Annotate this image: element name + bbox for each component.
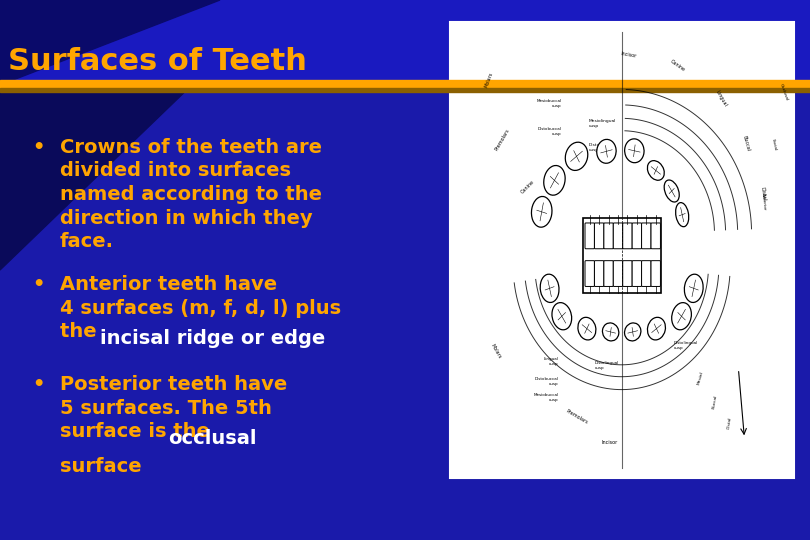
FancyBboxPatch shape xyxy=(585,261,595,286)
Ellipse shape xyxy=(647,160,664,180)
Text: Canine: Canine xyxy=(670,58,686,72)
Ellipse shape xyxy=(603,323,619,341)
FancyBboxPatch shape xyxy=(613,261,623,286)
FancyBboxPatch shape xyxy=(632,223,642,249)
Text: Anterior: Anterior xyxy=(761,193,766,211)
Text: •: • xyxy=(32,275,45,294)
Bar xyxy=(450,22,794,478)
Text: incisal ridge or edge: incisal ridge or edge xyxy=(100,329,326,348)
FancyBboxPatch shape xyxy=(642,261,651,286)
FancyBboxPatch shape xyxy=(604,261,613,286)
Text: Molars: Molars xyxy=(484,71,494,88)
Text: Lingual: Lingual xyxy=(714,90,727,108)
Text: •: • xyxy=(32,375,45,394)
Text: Occlusal: Occlusal xyxy=(778,84,788,102)
Text: •: • xyxy=(32,138,45,157)
Ellipse shape xyxy=(531,197,552,227)
Text: Posterior teeth have
5 surfaces. The 5th
surface is the: Posterior teeth have 5 surfaces. The 5th… xyxy=(60,375,288,441)
Text: Lingual
cusp: Lingual cusp xyxy=(544,357,559,366)
Ellipse shape xyxy=(565,142,588,171)
Text: Surfaces of Teeth: Surfaces of Teeth xyxy=(8,48,307,77)
Polygon shape xyxy=(0,0,220,85)
Text: occlusal: occlusal xyxy=(168,429,257,448)
Text: Molars: Molars xyxy=(490,343,502,360)
Ellipse shape xyxy=(664,180,680,202)
Ellipse shape xyxy=(544,165,565,195)
Ellipse shape xyxy=(671,302,692,330)
Bar xyxy=(0,80,810,88)
Text: Mesiobuccal
cusp: Mesiobuccal cusp xyxy=(537,99,562,108)
FancyBboxPatch shape xyxy=(642,223,651,249)
Bar xyxy=(0,88,810,92)
Text: Distal: Distal xyxy=(727,416,732,429)
Polygon shape xyxy=(0,0,280,270)
FancyBboxPatch shape xyxy=(632,261,642,286)
Text: Buccal: Buccal xyxy=(741,134,750,152)
FancyBboxPatch shape xyxy=(595,261,604,286)
Text: Facial: Facial xyxy=(771,139,778,152)
Ellipse shape xyxy=(625,139,644,163)
Polygon shape xyxy=(0,0,810,50)
Ellipse shape xyxy=(647,318,666,340)
FancyBboxPatch shape xyxy=(651,261,660,286)
Text: Buccal: Buccal xyxy=(711,395,718,409)
Text: Distolingual
cusp: Distolingual cusp xyxy=(589,143,615,152)
Text: Incisor: Incisor xyxy=(620,51,637,59)
FancyBboxPatch shape xyxy=(651,223,660,249)
Ellipse shape xyxy=(684,274,703,302)
Ellipse shape xyxy=(676,202,688,227)
Text: Anterior teeth have
4 surfaces (m, f, d, l) plus
the: Anterior teeth have 4 surfaces (m, f, d,… xyxy=(60,275,341,341)
Text: Distobuccal
cusp: Distobuccal cusp xyxy=(538,127,562,136)
Text: Distolingual
cusp: Distolingual cusp xyxy=(595,361,619,370)
FancyBboxPatch shape xyxy=(623,223,632,249)
Text: Premolars: Premolars xyxy=(494,128,511,152)
Text: Mesial: Mesial xyxy=(697,371,704,386)
FancyBboxPatch shape xyxy=(604,223,613,249)
Ellipse shape xyxy=(552,302,572,330)
FancyBboxPatch shape xyxy=(613,223,623,249)
Text: Distobuccal
cusp: Distobuccal cusp xyxy=(535,377,559,386)
Text: surface: surface xyxy=(60,457,142,476)
Text: Distolingual
cusp: Distolingual cusp xyxy=(674,341,698,350)
Ellipse shape xyxy=(625,323,641,341)
Ellipse shape xyxy=(597,139,616,163)
FancyBboxPatch shape xyxy=(623,261,632,286)
Ellipse shape xyxy=(578,318,596,340)
Bar xyxy=(582,218,661,293)
Text: Incisor: Incisor xyxy=(602,440,618,445)
Text: Mesiobuccal
cusp: Mesiobuccal cusp xyxy=(534,393,559,402)
FancyBboxPatch shape xyxy=(585,223,595,249)
Text: Mesiolingual
cusp: Mesiolingual cusp xyxy=(589,119,616,128)
Bar xyxy=(0,0,810,85)
Text: Canine: Canine xyxy=(520,180,535,195)
Text: Crowns of the teeth are
divided into surfaces
named according to the
direction i: Crowns of the teeth are divided into sur… xyxy=(60,138,322,251)
Text: Distal: Distal xyxy=(760,187,766,201)
Text: Premolars: Premolars xyxy=(565,409,589,426)
Ellipse shape xyxy=(540,274,559,302)
FancyBboxPatch shape xyxy=(595,223,604,249)
